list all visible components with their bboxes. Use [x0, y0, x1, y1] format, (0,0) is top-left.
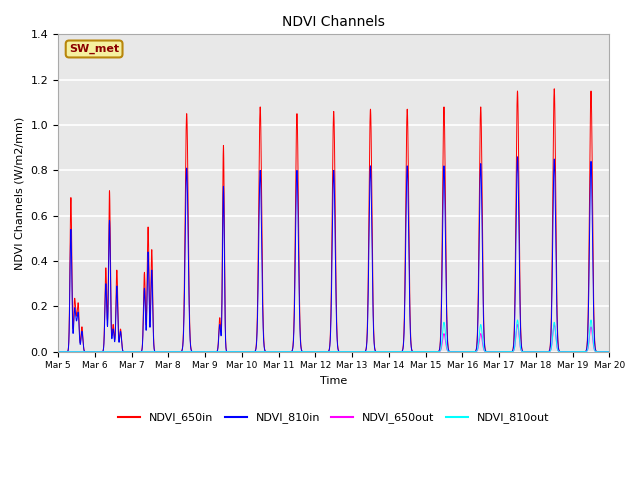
X-axis label: Time: Time [320, 376, 348, 386]
Text: SW_met: SW_met [69, 44, 119, 54]
Title: NDVI Channels: NDVI Channels [282, 15, 385, 29]
Y-axis label: NDVI Channels (W/m2/mm): NDVI Channels (W/m2/mm) [15, 116, 25, 270]
Legend: NDVI_650in, NDVI_810in, NDVI_650out, NDVI_810out: NDVI_650in, NDVI_810in, NDVI_650out, NDV… [113, 408, 554, 428]
